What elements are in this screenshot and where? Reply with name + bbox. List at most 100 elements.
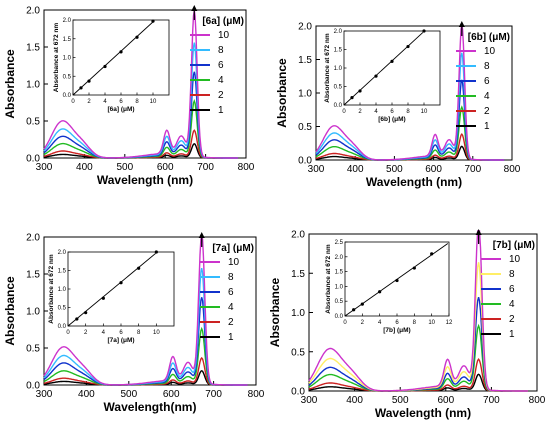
inset-x-tick-label: 2 <box>361 320 365 326</box>
inset-x-tick-label: 4 <box>102 330 106 336</box>
y-axis-label: Absorbance <box>275 58 289 128</box>
inset-x-label: [7a] (μM) <box>107 337 134 344</box>
panel-7b: 300 400 500 600 700 800 0.0 0.5 1.0 1.5 2.0 Wavelen… <box>268 229 546 420</box>
panel-6b: 300 400 500 600 700 800 0.0 0.5 1.0 1.5 2.0 Wavelen… <box>275 21 521 189</box>
x-axis-label: Wavelength (nm) <box>375 406 471 420</box>
series-line-10 <box>43 233 248 386</box>
x-tick-label: 700 <box>464 164 481 175</box>
x-tick-label: 600 <box>437 395 454 406</box>
inset-y-tick-label: 1.0 <box>58 287 67 293</box>
series-line-10 <box>308 230 528 392</box>
inset-x-tick-label: 6 <box>395 320 399 326</box>
inset-y-tick-label: 0.0 <box>63 93 72 99</box>
x-tick-label: 800 <box>504 164 521 175</box>
series-line-2 <box>43 129 238 159</box>
legend-label-6: 6 <box>218 60 224 71</box>
inset-x-tick-label: 2 <box>358 109 362 115</box>
inset-point <box>358 89 362 93</box>
inset-x-tick-label: 2 <box>84 330 88 336</box>
inset-x-tick-label: 0 <box>343 320 347 326</box>
inset-fit-line <box>343 32 424 106</box>
inset-point <box>395 278 399 283</box>
legend-label-6: 6 <box>484 76 490 87</box>
legend-label-2: 2 <box>484 106 490 117</box>
legend-label-1: 1 <box>509 329 515 340</box>
inset-point <box>79 86 83 90</box>
inset-point <box>154 250 158 254</box>
legend-title: [7a] (μM) <box>212 243 254 254</box>
inset-frame <box>72 19 170 96</box>
inset-y-tick-label: 0.0 <box>334 103 343 109</box>
inset-x-tick-label: 4 <box>374 109 378 115</box>
inset-y-tick-label: 1.0 <box>334 66 343 72</box>
inset-point <box>135 35 139 39</box>
y-tick-label: 0.0 <box>26 381 40 392</box>
y-axis-label: Absorbance <box>3 276 17 346</box>
inset-y-tick-label: 2.0 <box>334 29 343 35</box>
x-tick-label: 700 <box>483 395 500 406</box>
y-tick-label: 0.5 <box>291 347 305 358</box>
inset-point <box>374 74 378 78</box>
inset-x-label: [6b] (μM) <box>378 116 405 123</box>
inset-y-label: Absorbance at 672 nm <box>324 33 331 103</box>
y-tick-label: 1.5 <box>291 269 305 280</box>
inset-x-tick-label: 2 <box>87 99 91 105</box>
inset-x-tick-label: 10 <box>150 99 157 105</box>
inset-frame <box>343 30 441 106</box>
inset-y-tick-label: 1.0 <box>63 56 72 62</box>
increase-arrow-head <box>458 21 465 27</box>
legend-label-6: 6 <box>509 284 515 295</box>
y-tick-label: 0.5 <box>298 122 312 133</box>
x-tick-label: 800 <box>529 395 546 406</box>
legend-label-4: 4 <box>509 299 515 310</box>
inset-x-tick-label: 0 <box>342 109 346 115</box>
inset-y-tick-label: 1.5 <box>58 269 67 275</box>
series-line-2 <box>308 358 528 392</box>
inset-y-tick-label: 1.5 <box>334 48 343 54</box>
inset-plot: 0 2 4 6 8 10 12 0.0 0.5 1.0 1.5 2.0 2.5 [7b] (μM) Abso… <box>325 240 453 334</box>
inset-point <box>119 281 123 285</box>
inset-x-tick-label: 8 <box>137 330 141 336</box>
inset-point <box>87 79 91 83</box>
inset-point <box>406 44 410 49</box>
y-axis-label: Absorbance <box>268 278 282 348</box>
legend-label-4: 4 <box>484 91 490 102</box>
increase-arrow-head <box>191 5 198 11</box>
legend-label-8: 8 <box>484 61 490 72</box>
inset-y-tick-label: 0.0 <box>335 314 344 320</box>
y-tick-label: 1.0 <box>298 89 312 100</box>
inset-x-tick-label: 10 <box>428 320 435 326</box>
inset-point <box>412 266 416 270</box>
y-tick-label: 2.0 <box>26 233 40 244</box>
inset-x-tick-label: 4 <box>378 320 382 326</box>
legend-label-10: 10 <box>509 254 521 265</box>
legend-label-2: 2 <box>218 90 224 101</box>
x-tick-label: 300 <box>36 162 53 173</box>
legend-label-1: 1 <box>228 332 234 343</box>
legend-label-1: 1 <box>484 121 490 132</box>
y-tick-label: 2.0 <box>298 22 312 33</box>
series-line-10 <box>43 10 238 159</box>
x-tick-label: 800 <box>248 389 265 400</box>
inset-point <box>350 96 354 100</box>
inset-x-tick-label: 4 <box>103 99 107 105</box>
x-tick-label: 800 <box>238 162 255 173</box>
inset-x-tick-label: 10 <box>421 109 428 115</box>
legend-title: [6a] (μM) <box>202 16 244 27</box>
panel-7a: 300 400 500 600 700 800 0.0 0.5 1.0 1.5 2.0 Wavelen… <box>3 232 265 414</box>
legend-label-8: 8 <box>509 269 515 280</box>
y-tick-label: 1.5 <box>298 55 312 66</box>
inset-y-label: Absorbance at 672 nm <box>53 23 60 93</box>
inset-point <box>101 296 105 300</box>
x-axis-label: Wavelength(nm) <box>104 400 197 414</box>
inset-point <box>422 29 426 33</box>
inset-plot: 0 2 4 6 8 10 0.0 0.5 1.0 1.5 2.0 [6b] (μM) Absorbanc… <box>324 29 441 123</box>
legend-label-1: 1 <box>218 105 224 116</box>
legend-label-10: 10 <box>484 46 496 57</box>
inset-y-tick-label: 0.0 <box>58 324 67 330</box>
y-tick-label: 1.0 <box>291 308 305 319</box>
inset-y-tick-label: 1.5 <box>63 37 72 43</box>
inset-y-tick-label: 0.5 <box>63 74 72 80</box>
inset-plot: 0 2 4 6 8 10 0.0 0.5 1.0 1.5 2.0 [7a] (μM) Absorbanc… <box>48 250 175 344</box>
